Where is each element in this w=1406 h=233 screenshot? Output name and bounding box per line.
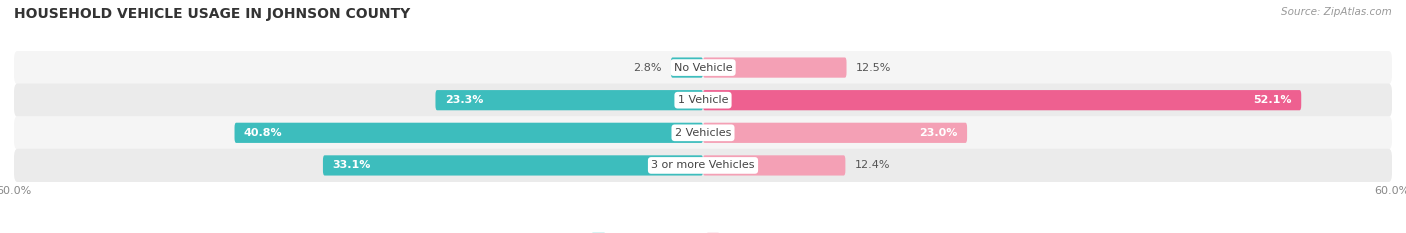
Text: 33.1%: 33.1% (332, 161, 371, 170)
FancyBboxPatch shape (436, 90, 703, 110)
Text: 40.8%: 40.8% (243, 128, 283, 138)
FancyBboxPatch shape (703, 123, 967, 143)
FancyBboxPatch shape (14, 149, 1392, 182)
Text: 52.1%: 52.1% (1254, 95, 1292, 105)
FancyBboxPatch shape (235, 123, 703, 143)
FancyBboxPatch shape (14, 84, 1392, 117)
Text: 12.4%: 12.4% (855, 161, 890, 170)
Text: HOUSEHOLD VEHICLE USAGE IN JOHNSON COUNTY: HOUSEHOLD VEHICLE USAGE IN JOHNSON COUNT… (14, 7, 411, 21)
FancyBboxPatch shape (14, 116, 1392, 149)
Text: 1 Vehicle: 1 Vehicle (678, 95, 728, 105)
Text: 23.3%: 23.3% (444, 95, 484, 105)
Text: 3 or more Vehicles: 3 or more Vehicles (651, 161, 755, 170)
FancyBboxPatch shape (703, 58, 846, 78)
Text: 2.8%: 2.8% (633, 63, 662, 72)
Text: Source: ZipAtlas.com: Source: ZipAtlas.com (1281, 7, 1392, 17)
FancyBboxPatch shape (323, 155, 703, 175)
Text: 12.5%: 12.5% (856, 63, 891, 72)
FancyBboxPatch shape (14, 51, 1392, 84)
FancyBboxPatch shape (671, 58, 703, 78)
Legend: Owner-occupied, Renter-occupied: Owner-occupied, Renter-occupied (588, 229, 818, 233)
Text: No Vehicle: No Vehicle (673, 63, 733, 72)
FancyBboxPatch shape (703, 90, 1301, 110)
Text: 23.0%: 23.0% (920, 128, 957, 138)
FancyBboxPatch shape (703, 155, 845, 175)
Text: 2 Vehicles: 2 Vehicles (675, 128, 731, 138)
